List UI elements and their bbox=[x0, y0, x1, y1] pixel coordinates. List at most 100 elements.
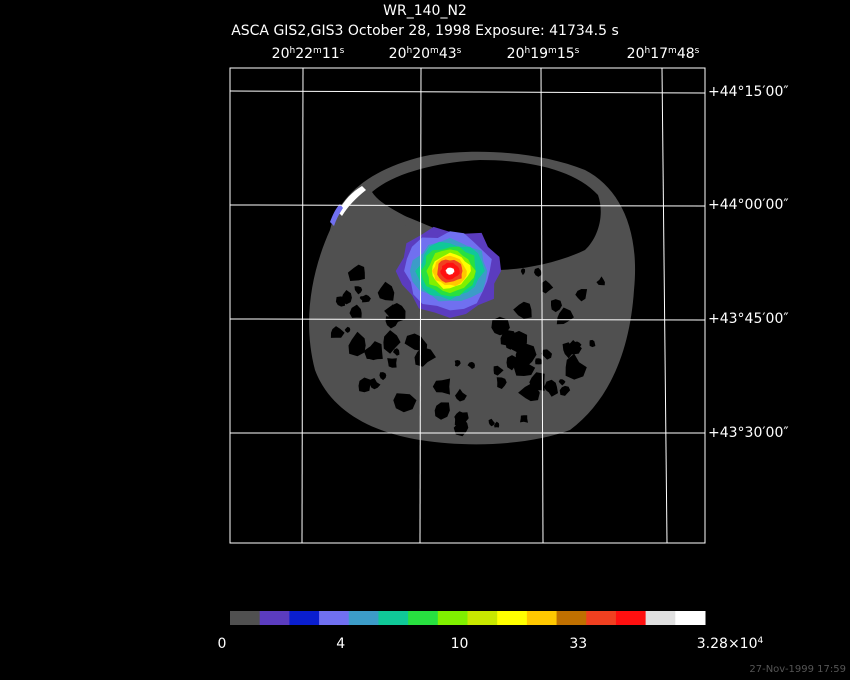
dark-patch bbox=[565, 353, 587, 380]
dark-patch bbox=[513, 356, 536, 376]
dark-patch bbox=[558, 379, 566, 386]
ra-label: 20h22m11s bbox=[272, 46, 345, 62]
colorbar-swatch bbox=[319, 611, 350, 625]
label-part: m bbox=[313, 46, 322, 56]
timestamp: 27-Nov-1999 17:59 bbox=[749, 664, 846, 675]
dark-patch bbox=[535, 358, 543, 365]
label-part: 17 bbox=[650, 46, 668, 62]
frame bbox=[229, 67, 706, 544]
label-part: h bbox=[289, 46, 295, 56]
dark-patch bbox=[575, 289, 588, 302]
dec-grid-line bbox=[229, 204, 706, 207]
ra-grid-line bbox=[540, 67, 544, 544]
label-part: 15 bbox=[557, 46, 575, 62]
dark-patch bbox=[344, 326, 351, 333]
dark-patch bbox=[544, 382, 553, 393]
dark-patch bbox=[379, 372, 387, 381]
dark-patch bbox=[414, 347, 436, 367]
label-part: 48 bbox=[677, 46, 695, 62]
label-part: 0 bbox=[218, 636, 227, 652]
label-part: 11 bbox=[322, 46, 340, 62]
dark-patch bbox=[518, 383, 540, 402]
dark-patch bbox=[383, 330, 401, 354]
label-part: 22 bbox=[295, 46, 313, 62]
bright-source bbox=[395, 226, 502, 318]
dec-label: +43°30′00″ bbox=[708, 425, 789, 441]
dark-patch bbox=[562, 342, 577, 359]
colorbar-swatch bbox=[289, 611, 320, 625]
ra-label: 20h20m43s bbox=[389, 46, 462, 62]
dark-patch bbox=[506, 355, 518, 371]
dark-patch bbox=[348, 331, 366, 357]
colorbar-swatch bbox=[645, 611, 676, 625]
label-part: 20 bbox=[412, 46, 430, 62]
colorbar-swatch bbox=[586, 611, 617, 625]
dark-patch bbox=[393, 393, 417, 413]
colorbar-swatch bbox=[497, 611, 528, 625]
dark-patch bbox=[387, 358, 397, 368]
dark-patch bbox=[330, 326, 345, 338]
label-part: 4 bbox=[757, 636, 763, 646]
label-part: 19 bbox=[530, 46, 548, 62]
dec-labels: +44°15′00″ +44°00′00″ +43°45′00″ +43°30′00″ bbox=[708, 84, 789, 441]
dark-patch bbox=[520, 415, 528, 423]
coordinate-grid bbox=[229, 67, 706, 544]
dark-patch bbox=[388, 304, 398, 317]
dark-patch bbox=[358, 377, 371, 393]
dark-patch bbox=[520, 268, 526, 276]
colorbar-swatch bbox=[378, 611, 409, 625]
dark-patch bbox=[589, 339, 596, 348]
dark-patch bbox=[369, 378, 381, 390]
colorbar-swatch bbox=[467, 611, 498, 625]
label-part: s bbox=[695, 46, 700, 56]
ra-label: 20h19m15s bbox=[507, 46, 580, 62]
colorbar-label: 0 bbox=[218, 636, 227, 652]
dark-patch bbox=[453, 417, 469, 437]
label-part: s bbox=[340, 46, 345, 56]
colorbar-swatch bbox=[615, 611, 647, 625]
colorbar-label: 33 bbox=[569, 636, 587, 652]
dec-label: +44°00′00″ bbox=[708, 197, 789, 213]
colorbar-swatch bbox=[408, 611, 439, 625]
label-part: 20 bbox=[272, 46, 290, 62]
dark-patch bbox=[541, 280, 554, 294]
colorbar-label: 4 bbox=[336, 636, 345, 652]
ra-grid-line bbox=[419, 67, 422, 544]
dark-patch bbox=[354, 286, 363, 295]
dark-cavity bbox=[372, 160, 601, 270]
title: WR_140_N2 bbox=[383, 3, 467, 19]
label-part: s bbox=[575, 46, 580, 56]
label-part: 3.28×10 bbox=[697, 636, 758, 652]
label-part: m bbox=[548, 46, 557, 56]
dark-patch bbox=[434, 402, 450, 420]
label-part: 20 bbox=[389, 46, 407, 62]
edge-glow bbox=[330, 204, 343, 226]
dark-patch bbox=[467, 361, 475, 369]
dark-patch bbox=[349, 304, 362, 318]
subtitle: ASCA GIS2,GIS3 October 28, 1998 Exposure… bbox=[231, 23, 619, 39]
label-part: m bbox=[668, 46, 677, 56]
dec-grid-line bbox=[229, 90, 706, 94]
dark-patch bbox=[493, 365, 504, 376]
dec-label: +44°15′00″ bbox=[708, 84, 789, 100]
dark-patch bbox=[455, 388, 467, 402]
dark-patch bbox=[534, 267, 542, 277]
ra-label: 20h17m48s bbox=[627, 46, 700, 62]
dark-patch bbox=[506, 330, 528, 354]
dark-patch bbox=[347, 264, 365, 281]
colorbar-label: 3.28×104 bbox=[697, 636, 764, 652]
ra-labels: 20h22m11s 20h20m43s 20h19m15s 20h17m48s bbox=[272, 46, 700, 62]
label-part: h bbox=[524, 46, 530, 56]
label-part: 10 bbox=[451, 636, 469, 652]
ra-grid-line bbox=[301, 67, 304, 544]
dark-patch bbox=[551, 299, 562, 313]
dark-patch bbox=[341, 290, 352, 305]
ra-grid-line bbox=[661, 67, 668, 544]
colorbar-label: 10 bbox=[451, 636, 469, 652]
edge-glow bbox=[338, 186, 366, 216]
dark-patch bbox=[393, 348, 400, 356]
dark-patch bbox=[454, 360, 461, 367]
label-part: 33 bbox=[569, 636, 587, 652]
label-part: 20 bbox=[507, 46, 525, 62]
